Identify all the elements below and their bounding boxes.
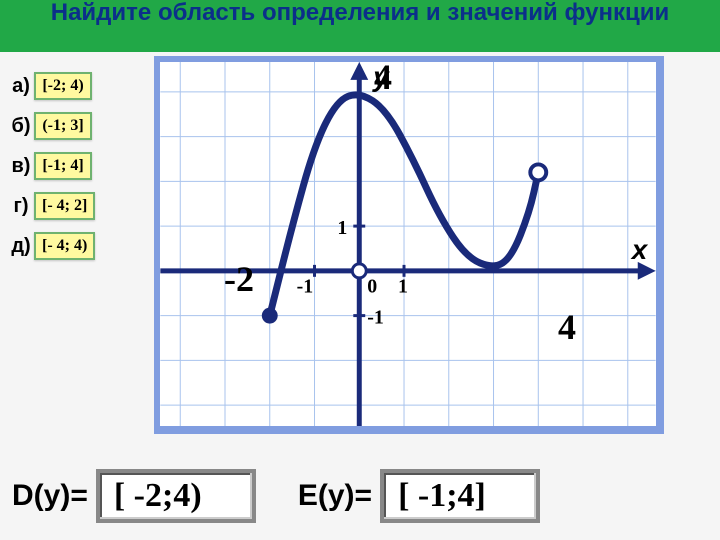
chart-frame: 1 -1 1 -1 0 y x bbox=[154, 56, 664, 434]
answer-option-button[interactable]: (-1; 3] bbox=[34, 112, 92, 140]
answer-letter: г) bbox=[8, 195, 34, 217]
answer-row: а)[-2; 4) bbox=[8, 72, 118, 100]
svg-text:1: 1 bbox=[337, 217, 347, 239]
answer-row: в)[-1; 4] bbox=[8, 152, 118, 180]
domain-value-box: [ -2;4) bbox=[96, 469, 256, 523]
answer-option-button[interactable]: [- 4; 4) bbox=[34, 232, 95, 260]
answer-options: а)[-2; 4)б)(-1; 3]в)[-1; 4]г)[- 4; 2]д)[… bbox=[8, 72, 118, 272]
svg-text:y: y bbox=[371, 62, 390, 92]
answer-row: б)(-1; 3] bbox=[8, 112, 118, 140]
svg-text:1: 1 bbox=[398, 276, 408, 298]
answer-option-button[interactable]: [- 4; 2] bbox=[34, 192, 95, 220]
svg-text:x: x bbox=[630, 234, 649, 265]
answer-option-button[interactable]: [-2; 4) bbox=[34, 72, 92, 100]
answer-row: д)[- 4; 4) bbox=[8, 232, 118, 260]
function-chart: 1 -1 1 -1 0 y x bbox=[160, 62, 656, 426]
answer-letter: в) bbox=[8, 155, 34, 177]
svg-text:-1: -1 bbox=[367, 307, 384, 329]
results-row: D(y)= [ -2;4) E(y)= [ -1;4] bbox=[0, 464, 720, 528]
svg-text:-1: -1 bbox=[297, 276, 314, 298]
range-label: E(y)= bbox=[298, 479, 372, 513]
page-title: Найдите область определения и значений ф… bbox=[0, 0, 720, 52]
answer-row: г)[- 4; 2] bbox=[8, 192, 118, 220]
answer-option-button[interactable]: [-1; 4] bbox=[34, 152, 92, 180]
range-value-box: [ -1;4] bbox=[380, 469, 540, 523]
answer-letter: д) bbox=[8, 235, 34, 257]
answer-letter: б) bbox=[8, 115, 34, 137]
domain-label: D(y)= bbox=[12, 479, 88, 513]
svg-text:0: 0 bbox=[367, 276, 377, 298]
answer-letter: а) bbox=[8, 75, 34, 97]
